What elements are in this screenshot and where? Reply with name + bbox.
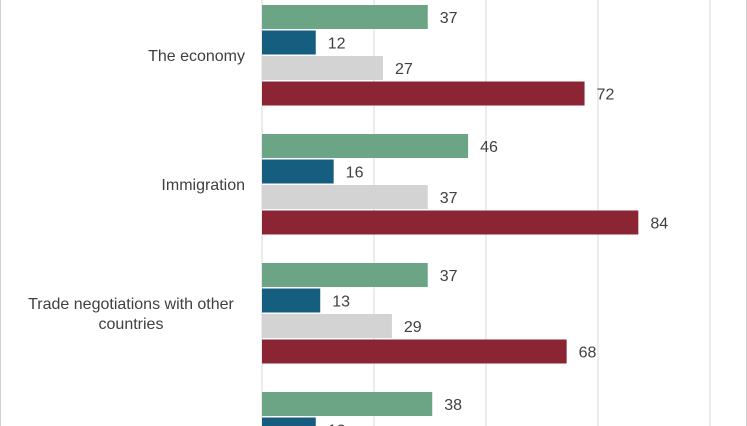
category-label: Trade negotiations with other — [28, 296, 234, 313]
labels: The economy 37 12 27 72 Immigration 46 16 37 84 Tr… — [28, 10, 668, 426]
data-label: 68 — [579, 345, 597, 362]
category-label: Immigration — [161, 177, 245, 194]
bar — [262, 81, 585, 106]
category-label: The economy — [148, 48, 245, 65]
bar — [262, 159, 334, 184]
bar — [262, 392, 433, 416]
data-label: 12 — [328, 36, 346, 53]
bar — [262, 339, 567, 364]
data-label: 13 — [332, 294, 350, 311]
data-label: 16 — [346, 165, 364, 182]
data-label: 37 — [440, 268, 458, 285]
bar — [262, 417, 316, 426]
bar — [262, 185, 428, 209]
bar — [262, 56, 383, 80]
data-label: 27 — [395, 61, 413, 78]
bar — [262, 30, 316, 55]
data-label: 72 — [597, 87, 615, 104]
bar — [262, 210, 639, 235]
category-label: countries — [99, 316, 164, 333]
bar — [262, 263, 428, 287]
data-label: 38 — [444, 397, 462, 414]
bar — [262, 314, 392, 338]
data-label: 37 — [440, 190, 458, 207]
data-label: 12 — [328, 423, 346, 426]
data-label: 46 — [480, 139, 498, 156]
bars — [262, 5, 639, 426]
bar — [262, 5, 428, 29]
data-label: 29 — [404, 319, 422, 336]
bar — [262, 134, 469, 158]
data-label: 84 — [650, 216, 668, 233]
data-label: 37 — [440, 10, 458, 27]
bar — [262, 288, 321, 313]
